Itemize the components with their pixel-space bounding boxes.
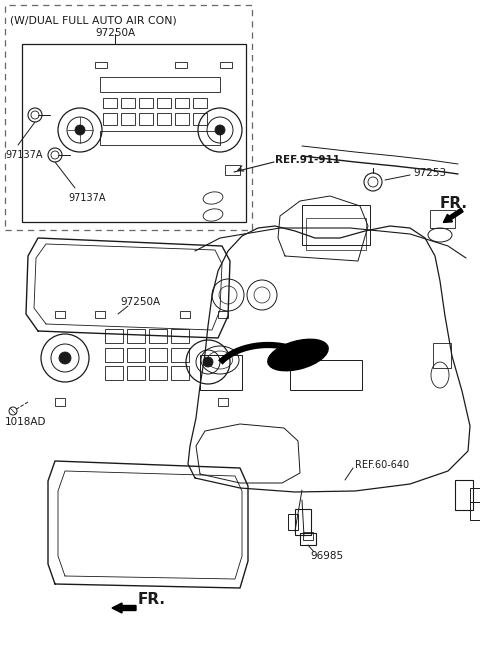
Bar — [200, 355, 242, 390]
Bar — [220, 62, 232, 68]
FancyArrow shape — [444, 209, 463, 222]
Bar — [103, 113, 117, 125]
Text: 97137A: 97137A — [68, 193, 106, 203]
Bar — [290, 360, 362, 390]
Bar — [175, 98, 189, 108]
Bar — [127, 329, 145, 343]
Bar — [171, 348, 189, 362]
Bar — [55, 311, 65, 318]
Bar — [470, 488, 480, 502]
Bar — [295, 509, 311, 535]
Bar — [103, 98, 117, 108]
Bar — [5, 5, 252, 230]
Bar — [55, 398, 65, 406]
Bar — [100, 77, 220, 92]
Bar — [218, 398, 228, 406]
Text: 97250A: 97250A — [95, 28, 135, 38]
Bar — [455, 480, 473, 510]
Text: 97137A: 97137A — [5, 150, 43, 160]
Bar — [171, 366, 189, 380]
Bar — [433, 343, 451, 368]
Bar — [149, 348, 167, 362]
Bar — [175, 113, 189, 125]
Bar — [22, 44, 246, 222]
Bar — [193, 113, 207, 125]
Bar — [193, 98, 207, 108]
Bar — [470, 502, 480, 520]
Bar — [139, 98, 153, 108]
Circle shape — [203, 357, 213, 367]
Bar — [149, 366, 167, 380]
Bar — [105, 329, 123, 343]
Bar — [430, 210, 455, 228]
Bar — [127, 366, 145, 380]
Text: REF.91-911: REF.91-911 — [275, 155, 340, 165]
Text: 96985: 96985 — [310, 551, 343, 561]
Circle shape — [215, 125, 225, 135]
Ellipse shape — [268, 339, 328, 371]
Bar — [121, 98, 135, 108]
Text: (W/DUAL FULL AUTO AIR CON): (W/DUAL FULL AUTO AIR CON) — [10, 15, 177, 25]
Bar — [100, 131, 220, 145]
Bar — [175, 62, 187, 68]
Bar — [180, 311, 190, 318]
Bar — [105, 366, 123, 380]
Text: 97253: 97253 — [413, 168, 446, 178]
Bar — [218, 311, 228, 318]
Bar — [157, 98, 171, 108]
Text: 97250A: 97250A — [120, 297, 160, 307]
Bar — [288, 514, 298, 530]
Bar — [121, 113, 135, 125]
Bar — [95, 62, 107, 68]
Text: FR.: FR. — [138, 592, 166, 607]
Circle shape — [59, 352, 71, 364]
Bar — [139, 113, 153, 125]
FancyArrow shape — [112, 603, 136, 613]
Text: 1018AD: 1018AD — [5, 417, 47, 427]
Bar — [303, 532, 313, 540]
Bar — [149, 329, 167, 343]
Bar — [157, 113, 171, 125]
Text: REF.60-640: REF.60-640 — [355, 460, 409, 470]
Bar — [300, 533, 316, 545]
Bar — [105, 348, 123, 362]
Bar — [225, 165, 240, 175]
Text: FR.: FR. — [440, 196, 468, 211]
Bar — [127, 348, 145, 362]
Bar — [302, 205, 370, 245]
Bar — [171, 329, 189, 343]
Bar — [95, 311, 105, 318]
Circle shape — [75, 125, 85, 135]
Bar — [306, 218, 366, 250]
